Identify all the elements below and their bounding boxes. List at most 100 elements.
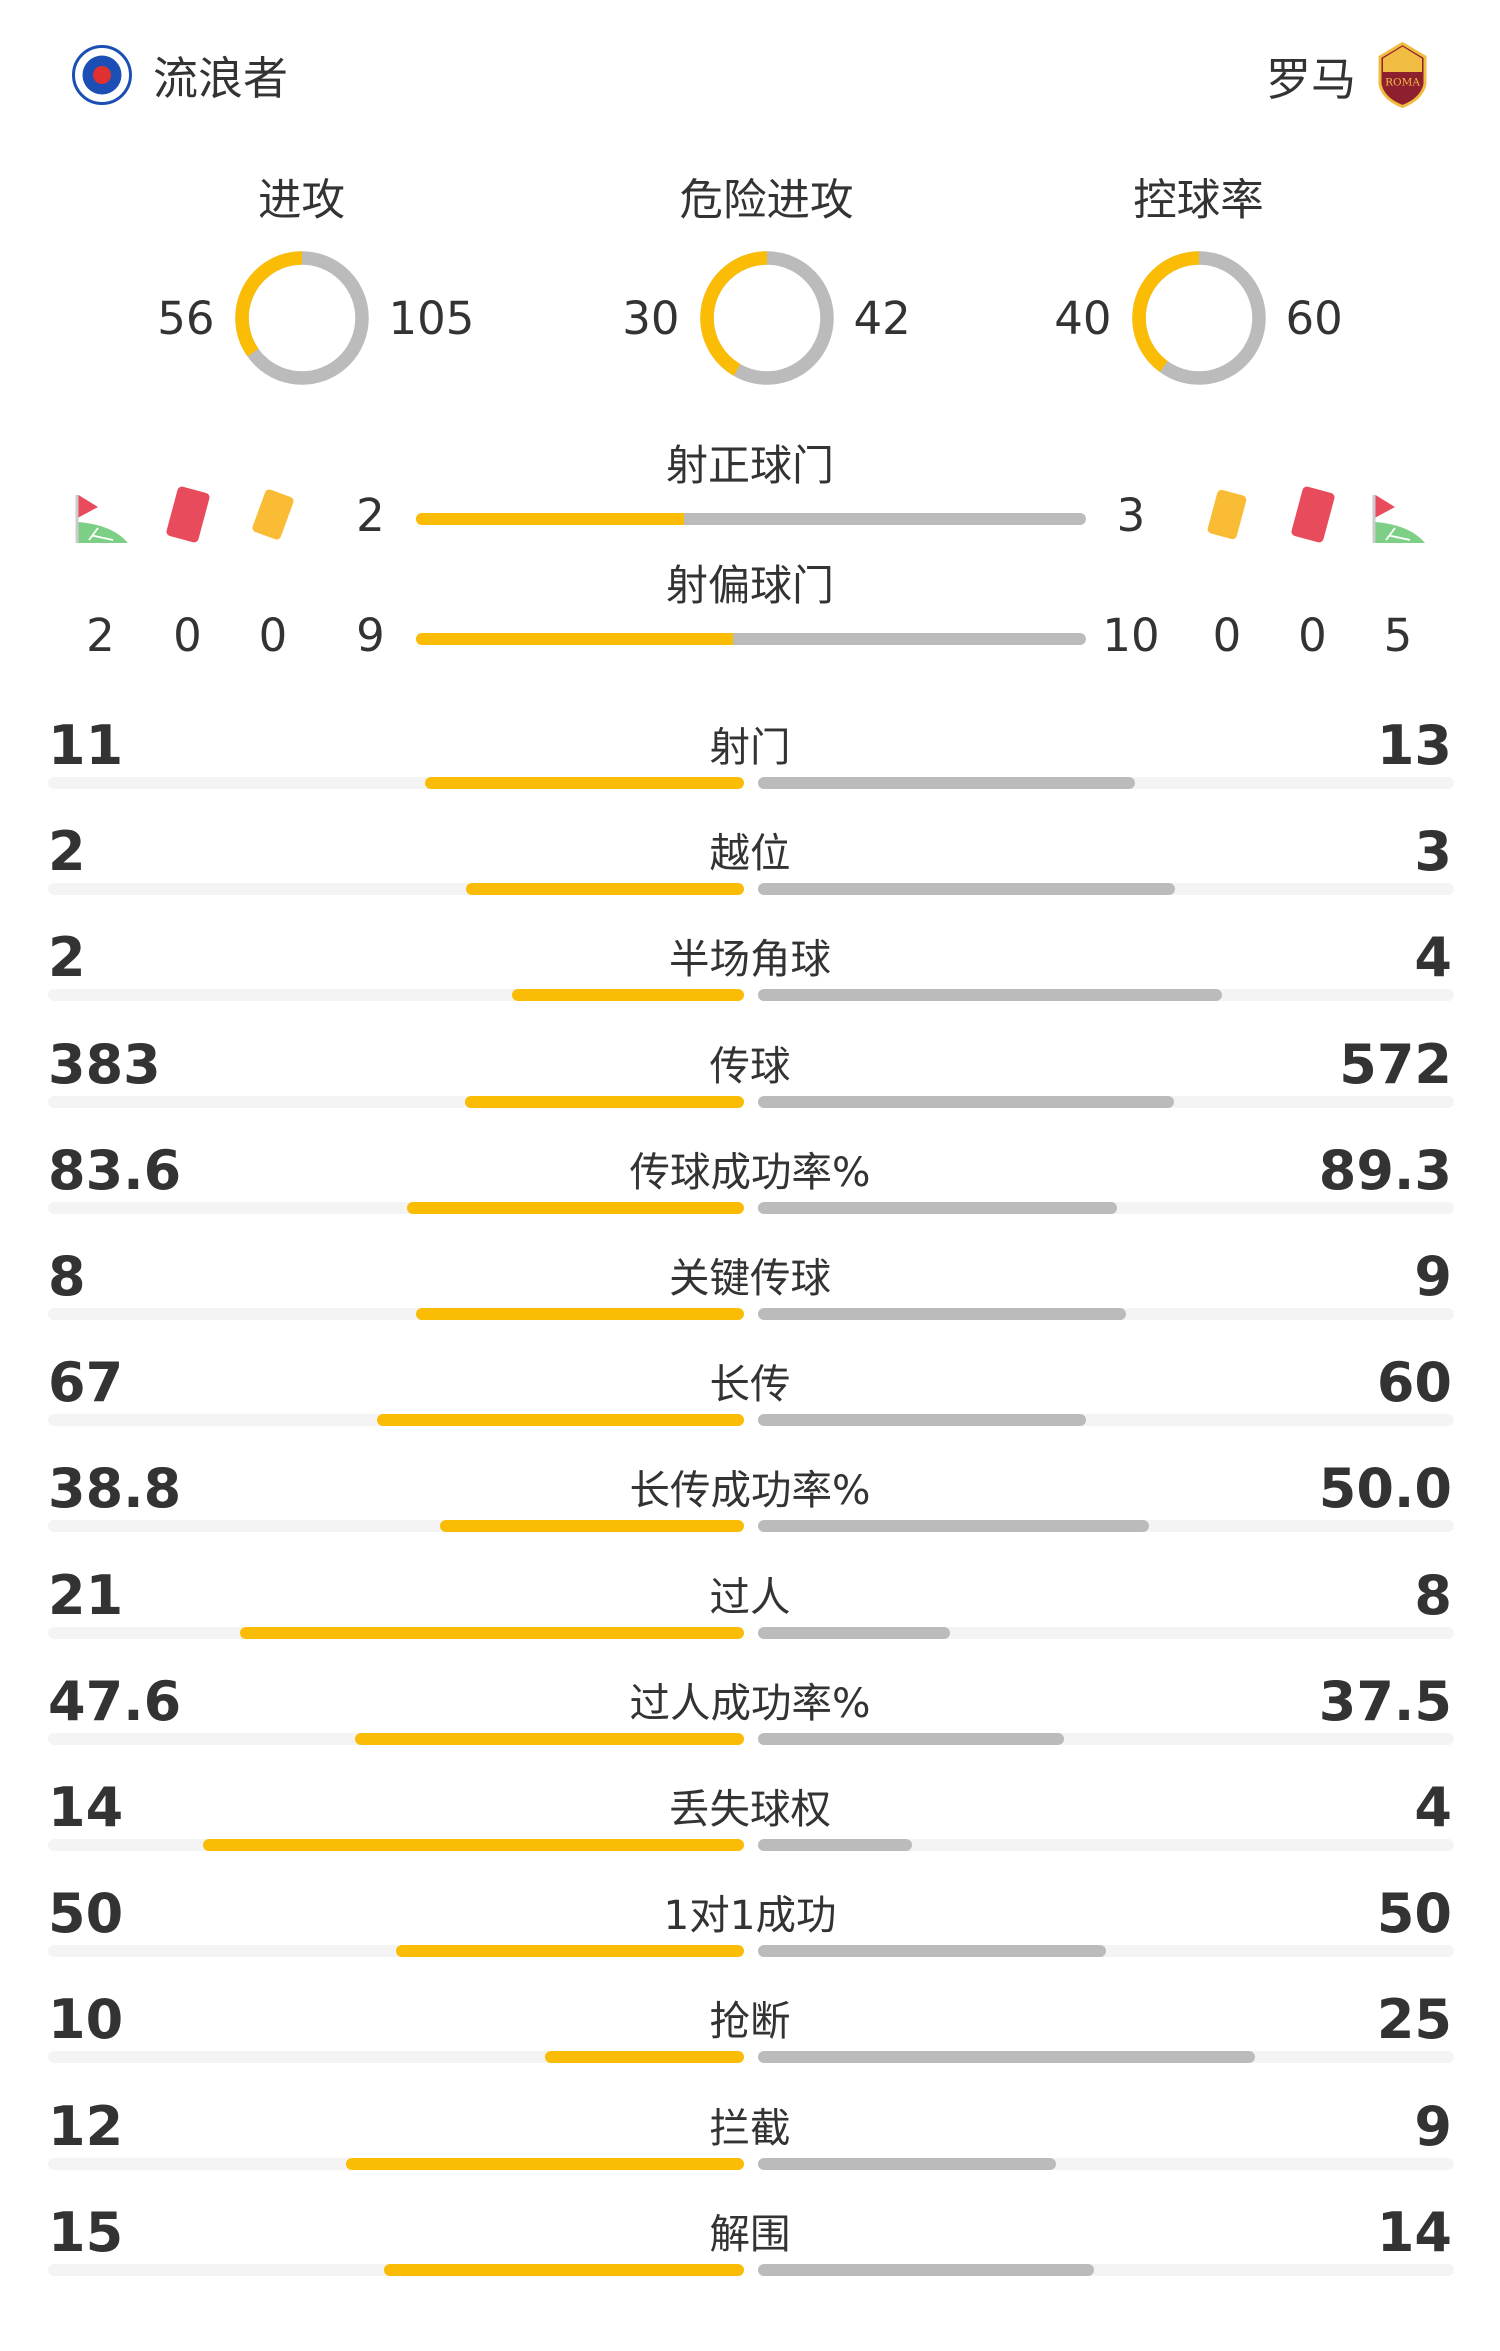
stat-away-value: 25 — [1376, 1988, 1452, 2052]
ring-away-value: 105 — [388, 291, 475, 345]
ring-title: 危险进攻 — [679, 176, 854, 226]
stat-home-bar — [407, 1201, 744, 1214]
stat-row: 83.6 传球成功率% 89.3 — [48, 1133, 1454, 1238]
stat-row: 383 传球 572 — [48, 1027, 1454, 1132]
shots-on-target-label: 射正球门 — [665, 441, 834, 490]
away-team: 罗马 ROMA — [1245, 42, 1428, 108]
away-yellow-cards: 0 — [1212, 609, 1242, 662]
stat-home-bar — [240, 1626, 744, 1639]
stat-label: 长传成功率% — [629, 1466, 871, 1515]
stat-home-track — [48, 1626, 744, 1639]
stat-home-bar — [396, 1945, 744, 1958]
stat-label: 射门 — [709, 723, 791, 771]
stat-home-value: 10 — [48, 1988, 124, 2052]
stat-away-bar — [757, 1308, 1126, 1320]
stat-row: 38.8 长传成功率% 50.0 — [48, 1451, 1454, 1556]
stat-row: 47.6 过人成功率% 37.5 — [48, 1664, 1454, 1769]
stat-away-bar — [757, 1626, 950, 1639]
roma-logo: ROMA — [1378, 42, 1427, 108]
stat-away-track — [757, 777, 1454, 789]
stat-label: 过人成功率% — [629, 1678, 871, 1727]
stat-away-track — [757, 1839, 1454, 1851]
stat-away-track — [757, 1520, 1454, 1533]
stat-home-bar — [464, 1095, 744, 1108]
shots-off-target-home: 9 — [356, 609, 385, 662]
home-team-name: 流浪者 — [153, 52, 289, 105]
ring-stat: 危险进攻 30 42 — [542, 165, 992, 387]
stat-home-track — [48, 777, 744, 789]
stat-away-bar — [757, 1201, 1117, 1214]
stat-away-value: 50.0 — [1318, 1457, 1452, 1521]
stat-home-bar — [384, 2263, 744, 2276]
red-card-icon — [165, 486, 210, 543]
stat-label: 长传 — [709, 1360, 791, 1409]
stat-away-track — [757, 1095, 1454, 1108]
stat-away-track — [757, 1732, 1454, 1745]
stat-home-track — [48, 1414, 744, 1427]
stat-home-value: 2 — [48, 820, 86, 884]
stat-away-bar — [757, 989, 1222, 1002]
stat-away-track — [757, 1201, 1454, 1214]
stat-home-track — [48, 883, 744, 896]
stat-row: 2 半场角球 4 — [48, 920, 1454, 1025]
stat-away-track — [757, 883, 1454, 896]
shots-off-target-home-fill — [415, 633, 734, 645]
stat-away-track — [757, 2263, 1454, 2276]
stat-away-value: 13 — [1376, 714, 1452, 777]
stat-home-value: 8 — [48, 1245, 86, 1308]
stat-away-value: 572 — [1339, 1032, 1452, 1096]
ring-title: 控球率 — [1133, 176, 1264, 226]
stat-row: 14 丢失球权 4 — [48, 1770, 1454, 1875]
stat-home-bar — [346, 2157, 744, 2170]
away-red-cards: 0 — [1298, 609, 1327, 662]
stat-home-value: 2 — [48, 926, 86, 990]
stat-home-value: 383 — [48, 1032, 161, 1096]
stat-away-track — [757, 1626, 1454, 1639]
stat-away-track — [757, 2157, 1454, 2170]
stat-home-bar — [425, 777, 744, 789]
red-card-icon — [1290, 486, 1335, 543]
away-team-name: 罗马 — [1265, 52, 1356, 106]
stat-home-value: 21 — [48, 1563, 124, 1627]
donut-chart — [234, 251, 369, 385]
stat-label: 解围 — [709, 2209, 791, 2258]
stat-home-track — [48, 1732, 744, 1745]
donut-home-arc — [699, 251, 834, 385]
stat-label: 越位 — [709, 829, 791, 878]
donut-home-arc — [1131, 251, 1266, 385]
stat-home-bar — [416, 1308, 744, 1320]
yellow-card-icon — [252, 489, 294, 540]
stat-home-track — [48, 1839, 744, 1851]
stat-away-value: 50 — [1376, 1882, 1452, 1946]
stat-row: 2 越位 3 — [48, 814, 1454, 919]
stat-home-value: 15 — [48, 2200, 124, 2264]
ring-home-value: 40 — [1054, 291, 1112, 345]
stat-home-track — [48, 1201, 744, 1214]
stat-away-bar — [757, 1945, 1106, 1958]
stat-row: 10 抢断 25 — [48, 1982, 1454, 2087]
stat-row: 15 解围 14 — [48, 2195, 1454, 2300]
stat-home-value: 83.6 — [48, 1138, 182, 1202]
stat-away-bar — [757, 1095, 1175, 1108]
stat-away-bar — [757, 2263, 1094, 2276]
stat-away-value: 14 — [1376, 2200, 1452, 2264]
stat-away-bar — [757, 2157, 1056, 2170]
stat-home-track — [48, 2157, 744, 2170]
stat-away-value: 37.5 — [1318, 1669, 1452, 1733]
corner-flag-icon — [75, 495, 128, 543]
stat-home-bar — [512, 989, 744, 1002]
stat-label: 关键传球 — [669, 1254, 831, 1302]
stat-home-value: 47.6 — [48, 1669, 182, 1733]
svg-text:ROMA: ROMA — [1385, 77, 1420, 89]
stat-label: 半场角球 — [669, 935, 831, 984]
stat-home-value: 14 — [48, 1776, 124, 1839]
rangers-logo — [72, 44, 132, 105]
ring-title: 进攻 — [258, 176, 345, 226]
shots-on-target-home-fill — [415, 513, 684, 525]
ring-home-value: 30 — [622, 291, 680, 345]
stat-away-track — [757, 1945, 1454, 1958]
stat-row: 12 拦截 9 — [48, 2089, 1454, 2194]
stat-home-track — [48, 2051, 744, 2064]
stat-home-bar — [439, 1520, 744, 1533]
shots-on-target-home: 2 — [356, 489, 385, 542]
